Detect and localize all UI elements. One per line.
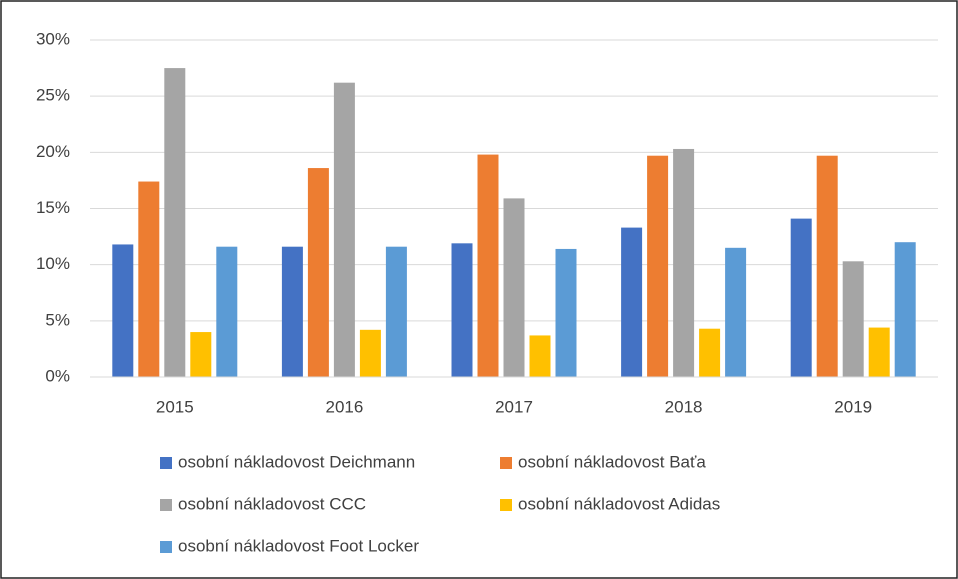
bar: [503, 198, 525, 377]
bar: [673, 148, 695, 377]
bar: [894, 242, 916, 377]
bar: [725, 247, 747, 377]
y-tick-label: 10%: [36, 254, 70, 273]
legend-label: osobní nákladovost CCC: [178, 494, 366, 513]
bar: [816, 155, 838, 377]
legend-label: osobní nákladovost Foot Locker: [178, 536, 419, 555]
legend-label: osobní nákladovost Adidas: [518, 494, 720, 513]
y-tick-label: 0%: [45, 366, 70, 385]
bar: [112, 244, 134, 377]
legend-label: osobní nákladovost Deichmann: [178, 452, 415, 471]
bar: [842, 261, 864, 377]
bar: [790, 218, 812, 377]
bar: [647, 155, 669, 377]
y-tick-label: 30%: [36, 29, 70, 48]
x-tick-label: 2015: [156, 397, 194, 416]
bar: [451, 243, 473, 377]
x-tick-label: 2017: [495, 397, 533, 416]
bar: [529, 335, 551, 377]
y-tick-label: 25%: [36, 86, 70, 105]
legend-label: osobní nákladovost Baťa: [518, 452, 706, 471]
bar: [138, 181, 160, 377]
bar: [699, 328, 721, 377]
bar: [281, 246, 303, 377]
y-tick-label: 15%: [36, 198, 70, 217]
bar: [555, 248, 577, 377]
bar: [216, 246, 238, 377]
legend-swatch: [160, 457, 172, 469]
bar: [359, 329, 381, 377]
x-tick-label: 2018: [665, 397, 703, 416]
legend-swatch: [160, 541, 172, 553]
legend-swatch: [160, 499, 172, 511]
y-tick-label: 5%: [45, 310, 70, 329]
bar: [477, 154, 499, 377]
bar: [307, 168, 329, 377]
legend-swatch: [500, 499, 512, 511]
y-tick-label: 20%: [36, 142, 70, 161]
bar: [385, 246, 407, 377]
bar: [868, 327, 890, 377]
legend-swatch: [500, 457, 512, 469]
bar: [333, 82, 355, 377]
x-tick-label: 2019: [834, 397, 872, 416]
bar: [164, 68, 186, 377]
bar: [190, 332, 212, 377]
x-tick-label: 2016: [325, 397, 363, 416]
bar: [621, 227, 643, 377]
